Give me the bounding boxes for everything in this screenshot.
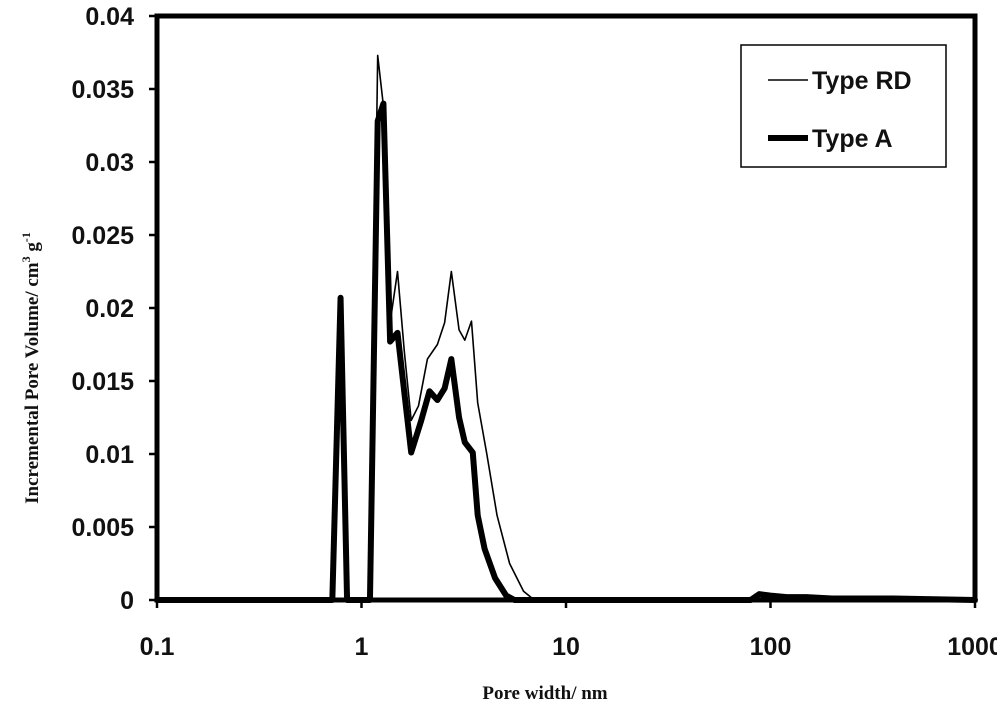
x-tick-label: 1: [355, 633, 369, 661]
x-tick-label: 100: [750, 633, 792, 661]
x-tick-label: 1000: [947, 633, 997, 661]
y-axis: 0 0.005 0.01 0.015 0.02 0.025 0.03 0.035 0.04: [71, 3, 157, 615]
x-tick-label: 0.1: [140, 633, 175, 661]
y-axis-title-sup2: -1: [19, 232, 33, 242]
y-tick-label: 0.015: [71, 368, 134, 396]
y-tick-label: 0.025: [71, 222, 134, 250]
y-tick-label: 0.005: [71, 514, 134, 542]
legend-label-type-a: Type A: [812, 125, 893, 153]
y-tick-label: 0.01: [85, 441, 134, 469]
legend-box: [740, 44, 947, 168]
y-tick-label: 0.03: [85, 149, 134, 177]
legend-label-type-rd: Type RD: [812, 67, 912, 95]
y-tick-label: 0: [120, 587, 134, 615]
legend: Type RD Type A: [740, 44, 947, 168]
series-line-type-a: [154, 100, 978, 603]
x-axis: 0.1 1 10 100 1000: [140, 600, 997, 661]
y-tick-label: 0.02: [85, 295, 134, 323]
series-layer: [154, 54, 978, 603]
x-axis-title: Pore width/ nm: [482, 683, 607, 704]
y-tick-label: 0.04: [85, 3, 134, 31]
y-axis-title-main: Incremental Pore Volume/ cm: [22, 262, 43, 504]
y-axis-title: Incremental Pore Volume/ cm3 g-1: [19, 232, 43, 504]
y-axis-title-mid: g: [22, 242, 43, 257]
y-axis-title-sup1: 3: [19, 256, 33, 262]
y-tick-label: 0.035: [71, 76, 134, 104]
x-tick-label: 10: [552, 633, 580, 661]
